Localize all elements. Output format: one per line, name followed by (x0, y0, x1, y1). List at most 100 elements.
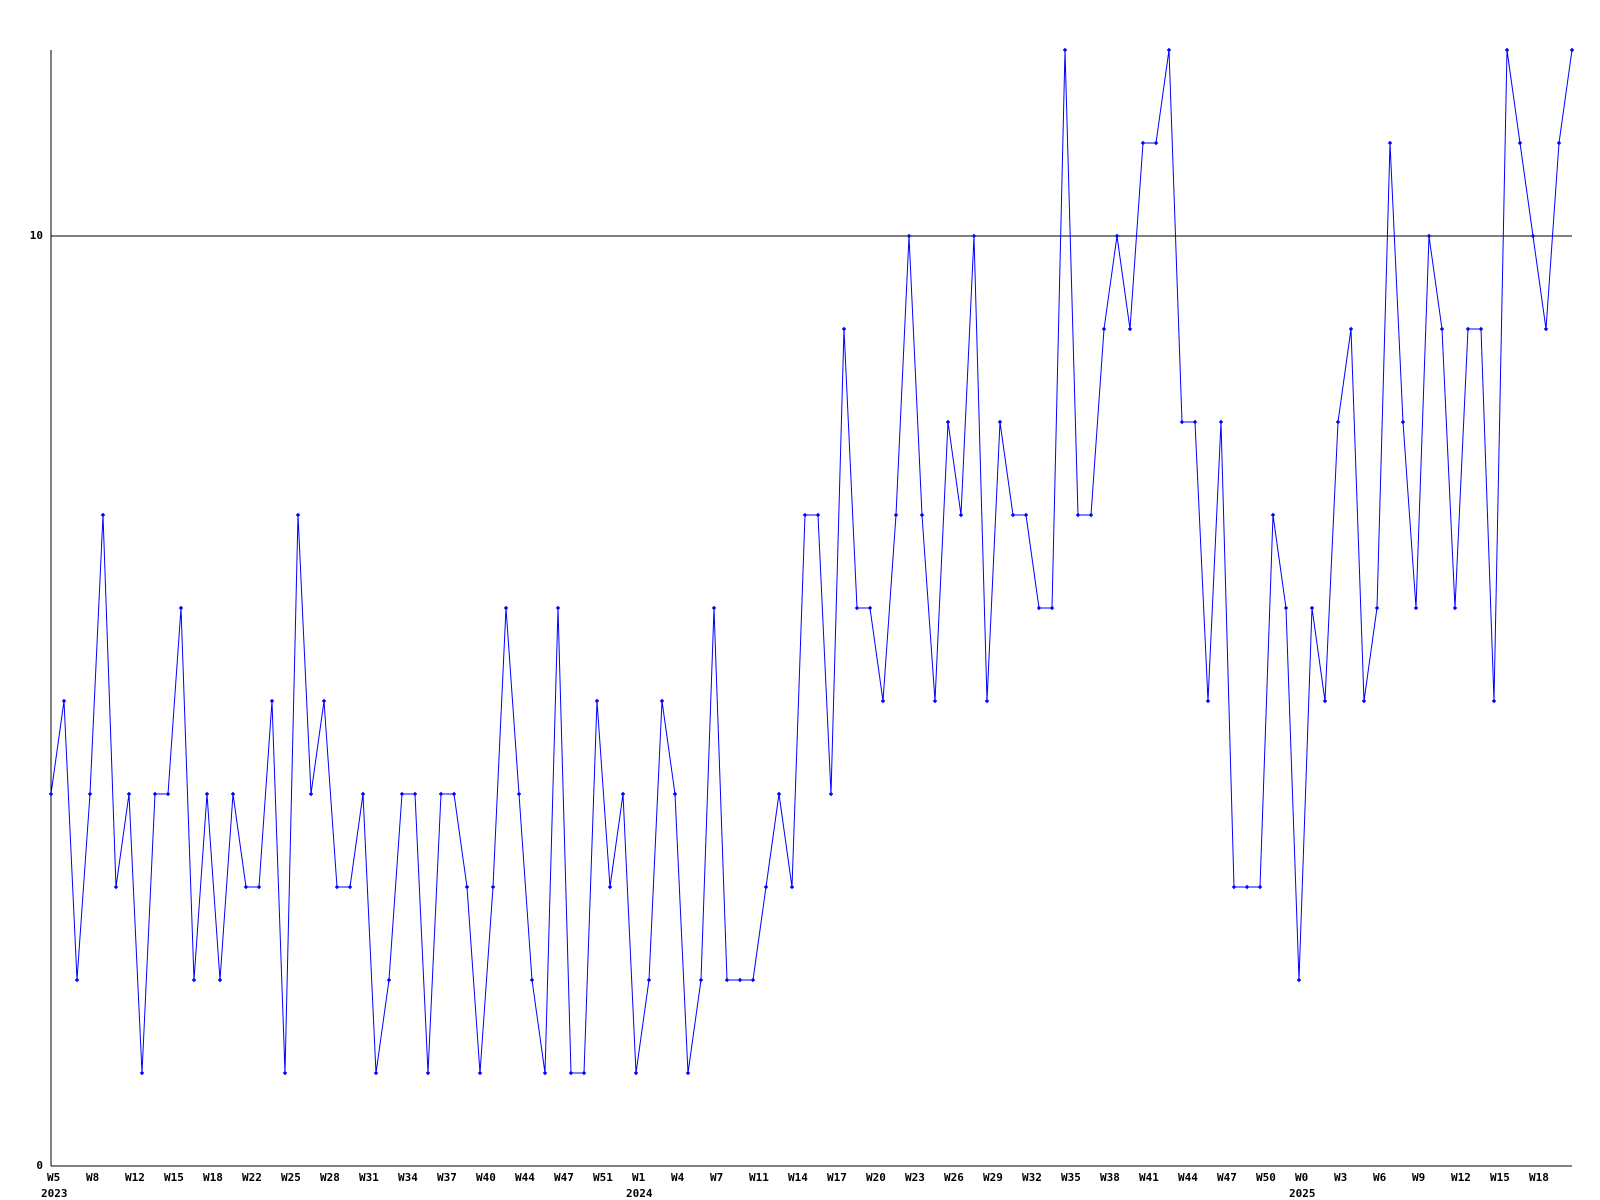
data-point (334, 884, 340, 890)
data-point (867, 605, 873, 611)
data-point (893, 512, 899, 518)
x-tick-label: W18 (1529, 1171, 1549, 1184)
data-point (1153, 140, 1159, 146)
data-point (425, 1070, 431, 1076)
data-point (646, 977, 652, 983)
data-point (477, 1070, 483, 1076)
data-point (971, 233, 977, 239)
data-point (1569, 47, 1575, 53)
data-point (1296, 977, 1302, 983)
data-point (919, 512, 925, 518)
data-point (1348, 326, 1354, 332)
data-point (165, 791, 171, 797)
data-point (932, 698, 938, 704)
data-point (243, 884, 249, 890)
x-tick-label: W11 (749, 1171, 769, 1184)
data-point (555, 605, 561, 611)
data-point (139, 1070, 145, 1076)
data-point (698, 977, 704, 983)
data-point (1179, 419, 1185, 425)
data-point (1387, 140, 1393, 146)
data-point (1075, 512, 1081, 518)
data-point (633, 1070, 639, 1076)
data-point (1049, 605, 1055, 611)
data-point (61, 698, 67, 704)
data-point (1478, 326, 1484, 332)
x-tick-label: W6 (1373, 1171, 1387, 1184)
data-point (87, 791, 93, 797)
data-point (1504, 47, 1510, 53)
x-tick-label: W32 (1022, 1171, 1042, 1184)
y-tick-label: 0 (36, 1159, 43, 1172)
data-point (607, 884, 613, 890)
data-point (620, 791, 626, 797)
data-point (1439, 326, 1445, 332)
x-tick-label: W29 (983, 1171, 1003, 1184)
x-tick-label: W26 (944, 1171, 964, 1184)
data-point (1309, 605, 1315, 611)
data-point (1218, 419, 1224, 425)
data-point (1452, 605, 1458, 611)
data-point (503, 605, 509, 611)
x-tick-label: W23 (905, 1171, 925, 1184)
data-point (438, 791, 444, 797)
data-point (1283, 605, 1289, 611)
data-point (906, 233, 912, 239)
data-point (152, 791, 158, 797)
data-point (685, 1070, 691, 1076)
data-point (802, 512, 808, 518)
data-point (1465, 326, 1471, 332)
data-point (1374, 605, 1380, 611)
data-point (1114, 233, 1120, 239)
data-point (113, 884, 119, 890)
x-tick-label: W34 (398, 1171, 418, 1184)
data-point (1101, 326, 1107, 332)
data-point (1530, 233, 1536, 239)
data-point (1361, 698, 1367, 704)
x-tick-label: W44 (1178, 1171, 1198, 1184)
data-point (1010, 512, 1016, 518)
data-point (542, 1070, 548, 1076)
data-point (789, 884, 795, 890)
x-tick-label: W44 (515, 1171, 535, 1184)
x-tick-label: W28 (320, 1171, 340, 1184)
data-point (373, 1070, 379, 1076)
data-point (48, 791, 54, 797)
x-tick-label: W14 (788, 1171, 808, 1184)
data-point (100, 512, 106, 518)
x-tick-label: W47 (554, 1171, 574, 1184)
data-point (217, 977, 223, 983)
data-point (880, 698, 886, 704)
data-point (308, 791, 314, 797)
data-point (1257, 884, 1263, 890)
data-point (1517, 140, 1523, 146)
x-tick-label: W18 (203, 1171, 223, 1184)
data-point (529, 977, 535, 983)
data-point (1205, 698, 1211, 704)
data-point (399, 791, 405, 797)
data-point (204, 791, 210, 797)
data-point (711, 605, 717, 611)
x-year-label: 2025 (1289, 1187, 1316, 1200)
x-tick-label: W12 (125, 1171, 145, 1184)
x-tick-label: W38 (1100, 1171, 1120, 1184)
x-tick-label: W47 (1217, 1171, 1237, 1184)
data-point (581, 1070, 587, 1076)
data-point (1426, 233, 1432, 239)
data-point (1244, 884, 1250, 890)
data-point (1036, 605, 1042, 611)
data-point (828, 791, 834, 797)
x-tick-label: W20 (866, 1171, 886, 1184)
data-point (1192, 419, 1198, 425)
data-point (412, 791, 418, 797)
data-point (815, 512, 821, 518)
data-point (1543, 326, 1549, 332)
data-point (1491, 698, 1497, 704)
data-point (1062, 47, 1068, 53)
data-point (321, 698, 327, 704)
data-point (1270, 512, 1276, 518)
x-tick-label: W12 (1451, 1171, 1471, 1184)
data-point (178, 605, 184, 611)
data-point (126, 791, 132, 797)
